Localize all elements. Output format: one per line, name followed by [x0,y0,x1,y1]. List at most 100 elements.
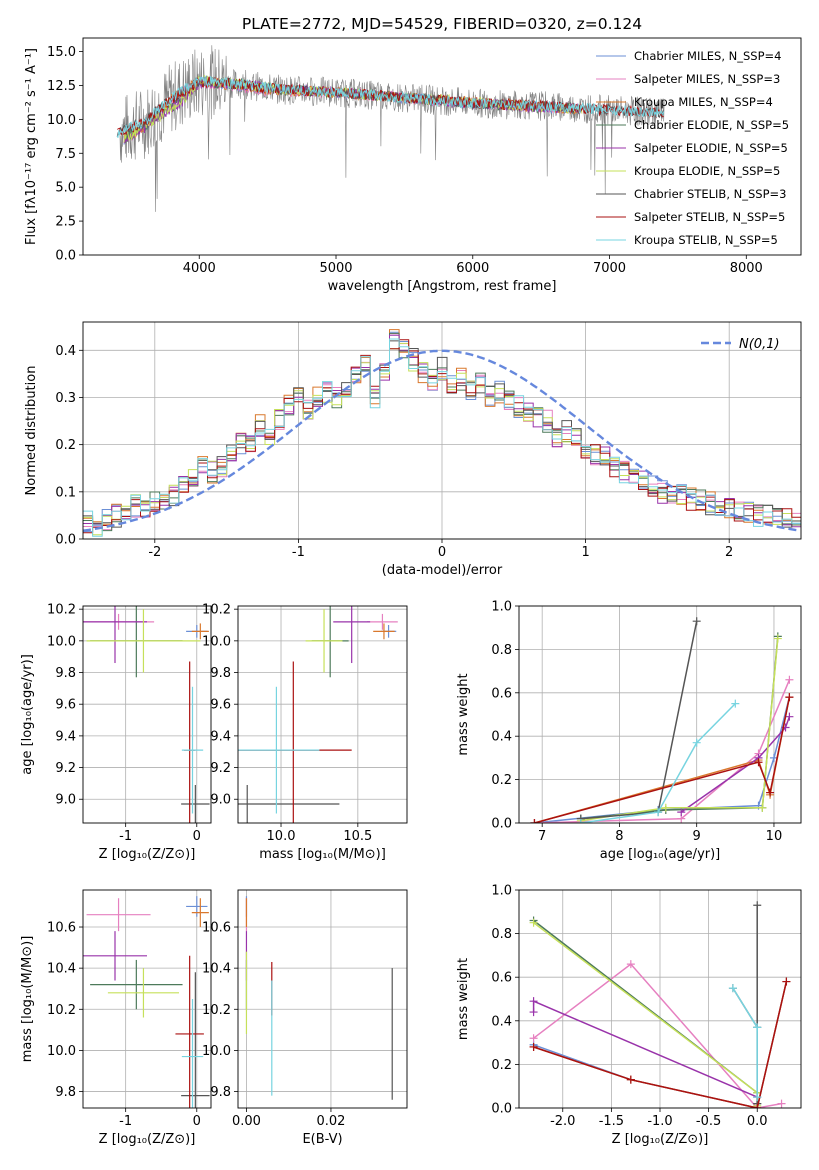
x-tick-label: 0.02 [316,1114,345,1129]
x-axis-label: (data-model)/error [382,563,503,578]
y-tick-label: 10.4 [47,962,76,977]
x-tick-label: 10.0 [267,829,296,844]
chart-residuals: -2 -1 0 1 2 0.0 0.1 0.2 0.3 0.4 (data-model)/error… [24,321,802,578]
plot-area [530,617,794,823]
legend-label: Chabrier ELODIE, N_SSP=5 [634,118,789,132]
y-tick-label: 10.0 [47,113,76,128]
mass-weight-marker [731,699,740,708]
y-tick-label: 0.2 [55,438,76,453]
errorbar-point [238,686,320,814]
y-tick-label: 1.0 [491,884,512,899]
legend-label: Salpeter ELODIE, N_SSP=5 [634,141,788,155]
residual-histogram [83,329,801,526]
mass-weight-marker [785,693,794,702]
chart-mass-vs-Z: -1 0 9.8 10.0 10.2 10.4 10.6 Z [log₁₀(Z/Z⊙)] mas… [20,889,212,1147]
mass-weight-marker [626,1075,635,1084]
errorbar-point [175,955,204,1108]
normal-reference-curve [83,349,799,532]
y-axis-label: mass [log₁₀(M/M⊙)] [20,936,35,1063]
residual-histogram [83,340,801,528]
chart-age-vs-mass: 10.0 10.5 9.0 9.2 9.4 9.6 9.8 10.0 10.2 mass [log… [202,603,408,862]
plot-area [529,901,791,1108]
errorbar-point [191,898,209,928]
mass-weight-line [732,987,758,1098]
y-tick-label: 9.4 [55,729,76,744]
y-axis-label: mass weight [456,958,471,1040]
legend: Chabrier MILES, N_SSP=4 Salpeter MILES, N… [596,49,789,247]
legend-label: N(0,1) [739,337,780,352]
y-tick-label: 10.0 [47,634,76,649]
y-tick-label: 0.2 [491,1058,512,1073]
y-tick-label: 9.4 [210,729,231,744]
mass-weight-line [533,981,788,1108]
x-tick-label: -2.0 [550,1114,575,1129]
x-tick-label: 7000 [593,261,626,276]
y-tick-label: 10.6 [47,921,76,936]
x-tick-label: 10 [766,829,783,844]
residual-histogram [83,338,801,537]
y-tick-label: 10.0 [202,634,231,649]
mass-weight-line [580,638,779,822]
mass-weight-marker [626,960,635,969]
residual-histogram [83,339,801,534]
x-axis-label: wavelength [Angstrom, rest frame] [328,279,557,294]
errorbar-point [181,686,204,814]
mass-weight-line [580,636,779,820]
mass-weight-marker [529,1034,538,1043]
mass-weight-line [534,679,791,823]
errorbar-point [238,784,340,823]
y-tick-label: 9.8 [55,1085,76,1100]
y-tick-label: 10.2 [202,603,231,618]
x-tick-label: 0 [193,1114,201,1129]
x-tick-label: 0 [193,829,201,844]
chart-age-vs-Z: -1 0 9.0 9.2 9.4 9.6 9.8 10.0 10.2 Z [log₁₀(Z/Z⊙)… [20,603,212,862]
x-tick-label: 8000 [730,261,763,276]
mass-weight-marker [754,758,763,767]
plot-frame [237,605,408,824]
y-tick-label: 0.0 [491,1102,512,1117]
y-tick-label: 9.6 [55,698,76,713]
model-spectrum-line [116,75,665,138]
x-axis-label: Z [log₁₀(Z/Z⊙)] [612,1132,709,1147]
mass-weight-line [732,905,758,1104]
y-tick-label: 10.0 [202,1044,231,1059]
mass-weight-marker [692,617,701,626]
chart-massweight-vs-Z: -2.0 -1.5 -1.0 -0.5 0.0 0.0 0.2 0.4 0.6 0.8 1.0 Z [… [456,884,802,1147]
mass-weight-marker [753,1104,762,1108]
y-tick-label: 10.2 [47,603,76,618]
mass-weight-line [580,621,698,820]
y-tick-label: 10.4 [202,962,231,977]
chart-spectrum: 4000 5000 6000 7000 8000 0.0 2.5 5.0 7.5 10.0 12.5… [24,15,802,294]
errorbar-point [90,959,183,1010]
x-tick-label: -0.5 [696,1114,721,1129]
y-tick-label: 0.6 [491,971,512,986]
y-tick-label: 2.5 [55,215,76,230]
mass-weight-marker [785,675,794,684]
mass-weight-marker [530,819,539,823]
y-tick-label: 9.6 [210,698,231,713]
plot-frame [82,605,212,824]
mass-weight-marker [758,803,767,812]
y-tick-label: 0.4 [491,1014,512,1029]
legend-label: Salpeter STELIB, N_SSP=5 [634,210,785,224]
x-tick-label: 4000 [183,261,216,276]
y-tick-label: 1.0 [491,600,512,615]
y-axis-label: Flux [fλ10⁻¹⁷ erg cm⁻² s⁻¹ A⁻¹] [24,48,39,245]
errorbar-point [181,972,210,1108]
plot-area [83,896,210,1108]
x-tick-label: 6000 [456,261,489,276]
plot-area [245,896,393,1100]
errorbar-point [186,896,208,917]
x-tick-label: 8 [615,829,623,844]
y-tick-label: 9.2 [210,761,231,776]
mass-weight-marker [529,1042,538,1051]
legend-label: Kroupa MILES, N_SSP=4 [634,95,773,109]
y-axis-label: age [log₁₀(age/yr)] [20,654,35,775]
mass-weight-line [533,963,782,1108]
y-tick-label: 5.0 [55,181,76,196]
residual-histogram [83,331,801,533]
chart-massweight-vs-age: 7 8 9 10 0.0 0.2 0.4 0.6 0.8 1.0 age [log₁₀(age/yr… [456,600,802,862]
x-tick-label: 0.0 [747,1114,768,1129]
mass-weight-marker [753,1023,762,1032]
mass-weight-marker [753,1093,762,1102]
